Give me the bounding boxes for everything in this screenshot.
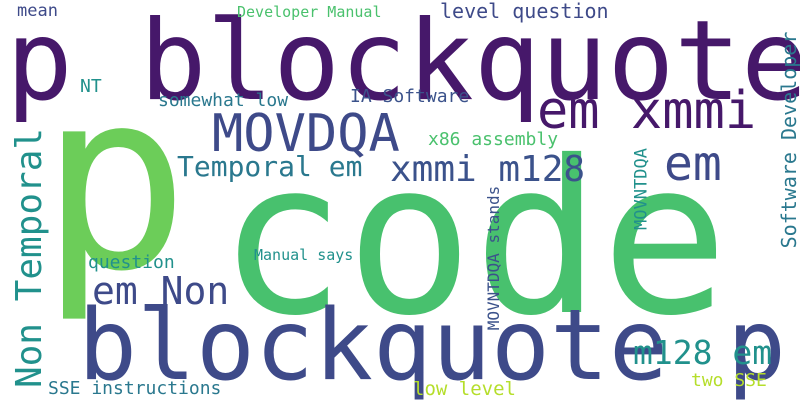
word-non-temporal: Non Temporal: [9, 127, 50, 389]
word-blockquote-p: blockquote p: [78, 289, 787, 400]
word-x86-assembly: x86 assembly: [428, 129, 559, 150]
word-em: em: [664, 136, 722, 192]
word-mean: mean: [17, 1, 58, 21]
word-somewhat-low: somewhat low: [158, 90, 289, 111]
word-low-level: low level: [413, 378, 516, 400]
word-two-sse: two SSE: [691, 370, 767, 391]
word-code: code: [218, 115, 729, 362]
word-p: p: [40, 38, 190, 326]
word-temporal-em: Temporal em: [177, 150, 363, 183]
word-question: question: [88, 252, 175, 273]
word-xmmi-m128: xmmi m128: [390, 149, 586, 190]
word-p-blockquote: p blockquote: [6, 0, 800, 126]
word-em-non: em Non: [92, 269, 230, 313]
word-manual-says: Manual says: [254, 246, 354, 264]
word-developer-manual: Developer Manual: [237, 3, 382, 21]
word-software-developer: Software Developer: [777, 31, 800, 249]
word-movdqa: MOVDQA: [212, 104, 400, 164]
word-ia-software: IA Software: [350, 86, 470, 107]
word-nt: NT: [80, 76, 102, 97]
word-level-question: level question: [440, 0, 609, 23]
word-movntdqa-stands: MOVNTDQA stands: [484, 185, 503, 331]
word-sse-instructions: SSE instructions: [48, 378, 222, 399]
word-movntdqa: MOVNTDQA: [631, 148, 652, 230]
word-em-xmmi: em xmmi: [537, 81, 757, 141]
word-m128-em: m128 em: [633, 333, 773, 372]
